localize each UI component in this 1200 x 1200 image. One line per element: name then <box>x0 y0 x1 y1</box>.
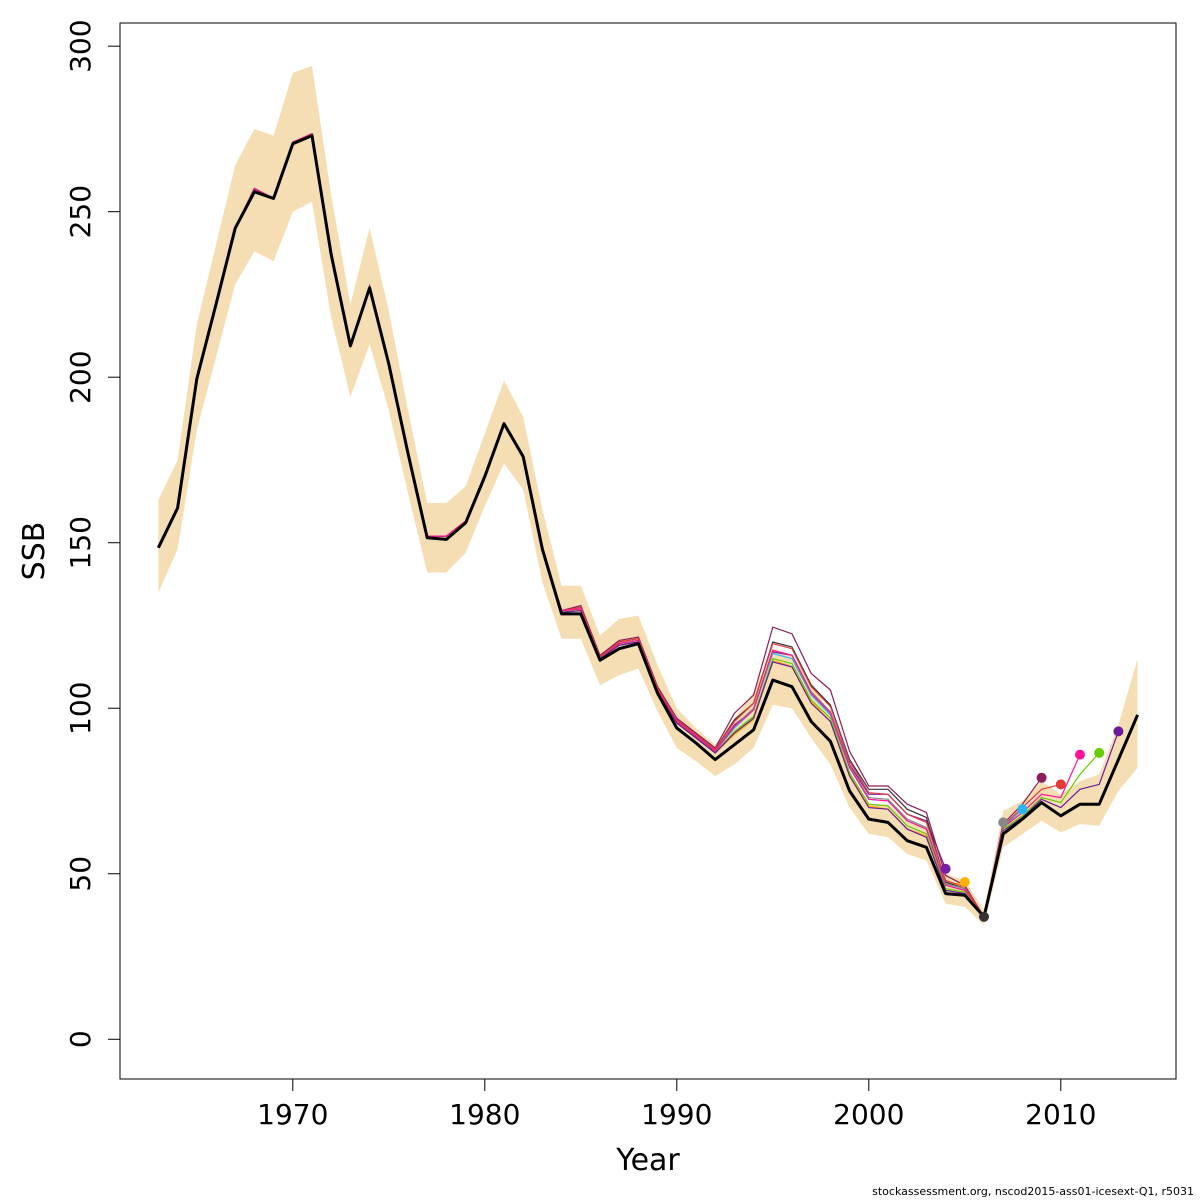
retrospective-line-9 <box>157 134 1100 919</box>
x-tick-label: 1980 <box>449 1098 520 1131</box>
y-tick-label: 100 <box>64 682 97 735</box>
y-axis: 0 50 100 150 200 250 300 <box>64 19 121 1048</box>
retrospective-line-10 <box>157 134 1119 919</box>
terminal-point-2 <box>959 877 970 887</box>
y-tick-label: 0 <box>64 1030 97 1048</box>
retrospective-line-7 <box>157 133 1061 919</box>
y-tick-label: 50 <box>64 856 97 892</box>
y-axis-title: SSB <box>17 522 52 581</box>
footer-note: stockassessment.org, nscod2015-ass01-ice… <box>872 1185 1194 1198</box>
x-tick-label: 2010 <box>1025 1098 1096 1131</box>
retrospective-line-8 <box>157 133 1081 919</box>
terminal-point-1 <box>940 863 951 874</box>
terminal-point-5 <box>1017 804 1028 815</box>
x-tick-label: 2000 <box>833 1098 904 1131</box>
final-estimate-layer <box>157 134 1139 919</box>
terminal-point-9 <box>1094 747 1105 758</box>
y-tick-label: 250 <box>64 185 97 238</box>
y-tick-label: 200 <box>64 350 97 403</box>
terminal-point-8 <box>1075 749 1085 760</box>
x-tick-label: 1990 <box>641 1098 712 1131</box>
terminal-point-3 <box>979 911 989 922</box>
y-tick-label: 300 <box>64 19 97 72</box>
terminal-points-layer <box>940 726 1124 922</box>
terminal-point-6 <box>1036 772 1047 783</box>
x-axis-title: Year <box>615 1143 680 1178</box>
terminal-point-4 <box>998 817 1009 828</box>
final-ssb-line <box>157 134 1139 919</box>
retrospective-lines-layer <box>157 133 1119 919</box>
confidence-band <box>158 66 1138 926</box>
terminal-point-7 <box>1055 779 1066 790</box>
x-tick-label: 1970 <box>257 1098 328 1131</box>
terminal-point-10 <box>1113 726 1124 737</box>
retrospective-line-6 <box>157 133 1043 919</box>
x-axis: 1970 1980 1990 2000 2010 <box>257 1078 1096 1131</box>
confidence-band-layer <box>158 66 1138 926</box>
y-tick-label: 150 <box>64 516 97 569</box>
